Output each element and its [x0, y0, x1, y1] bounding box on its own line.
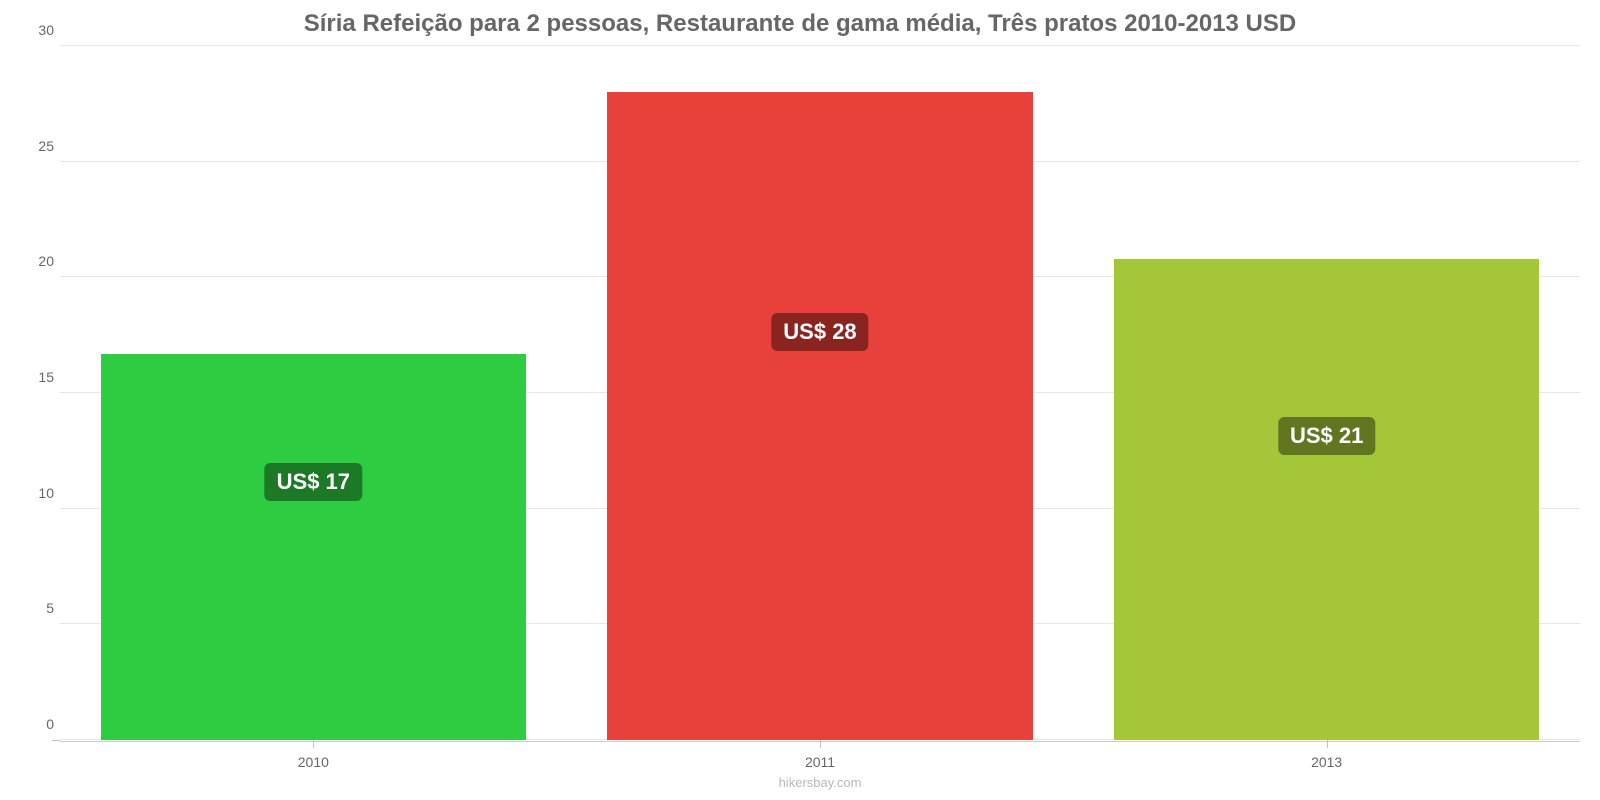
y-axis-tick-mark — [52, 740, 60, 741]
plot-area: 0 5 10 15 20 25 30 US$ 17 US$ 28 — [60, 46, 1580, 740]
y-tick-label: 15 — [24, 369, 54, 385]
y-tick-label: 30 — [24, 22, 54, 38]
bar-2011: US$ 28 — [607, 92, 1033, 740]
chart-title: Síria Refeição para 2 pessoas, Restauran… — [0, 0, 1600, 44]
y-tick-label: 10 — [24, 485, 54, 501]
bars-group: US$ 17 US$ 28 US$ 21 — [60, 46, 1580, 740]
bar-2010: US$ 17 — [101, 354, 527, 740]
y-tick-label: 0 — [24, 716, 54, 732]
x-tick-mark — [313, 740, 314, 748]
x-tick-mark — [1327, 740, 1328, 748]
bar-value-label: US$ 21 — [1278, 417, 1375, 455]
x-tick-label: 2011 — [805, 754, 835, 770]
chart-container: Síria Refeição para 2 pessoas, Restauran… — [0, 0, 1600, 800]
x-tick-mark — [820, 740, 821, 748]
x-tick-label: 2010 — [298, 754, 329, 770]
y-tick-label: 5 — [24, 600, 54, 616]
bar-value-label: US$ 28 — [771, 313, 868, 351]
attribution-text: hikersbay.com — [779, 775, 862, 790]
y-tick-label: 25 — [24, 138, 54, 154]
x-tick-label: 2013 — [1311, 754, 1342, 770]
y-tick-label: 20 — [24, 253, 54, 269]
bar-2013: US$ 21 — [1114, 259, 1540, 740]
bar-value-label: US$ 17 — [265, 463, 362, 501]
